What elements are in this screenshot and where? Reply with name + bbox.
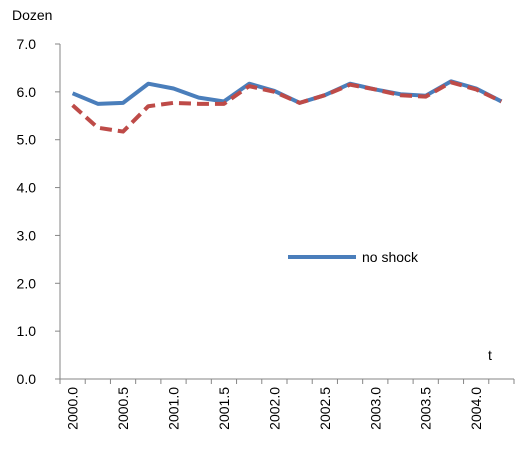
- y-axis-label: Dozen: [12, 7, 52, 23]
- y-tick-label: 3.0: [17, 227, 37, 243]
- y-tick-label: 5.0: [17, 132, 37, 148]
- series-line: [71, 79, 503, 106]
- x-tick-label: 2000.0: [65, 387, 81, 430]
- x-tick-label: 2004.0: [468, 387, 484, 430]
- x-tick-label: 2001.5: [216, 387, 232, 430]
- x-tick-label: 2001.0: [166, 387, 182, 430]
- y-tick-label: 2.0: [17, 275, 37, 291]
- x-tick-label: 2000.5: [115, 387, 131, 430]
- x-axis-label: t: [488, 347, 492, 363]
- x-tick-label: 2002.0: [266, 387, 282, 430]
- x-tick-label: 2002.5: [317, 387, 333, 430]
- y-tick-label: 0.0: [17, 371, 37, 387]
- legend-label: no shock: [362, 249, 419, 265]
- x-tick-label: 2003.5: [418, 387, 434, 430]
- y-tick-label: 1.0: [17, 323, 37, 339]
- y-tick-label: 4.0: [17, 180, 37, 196]
- y-tick-label: 7.0: [17, 36, 37, 52]
- x-tick-label: 2003.0: [367, 387, 383, 430]
- y-tick-label: 6.0: [17, 84, 37, 100]
- series-line: [71, 80, 503, 134]
